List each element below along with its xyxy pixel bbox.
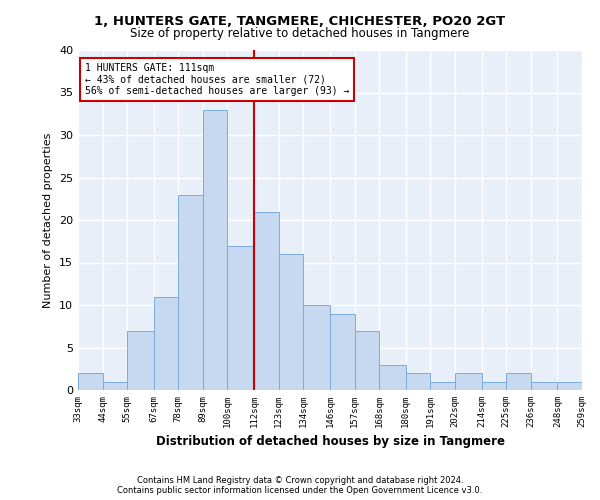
Bar [227,246,254,390]
Text: Contains HM Land Registry data © Crown copyright and database right 2024.: Contains HM Land Registry data © Crown c… [137,476,463,485]
Bar [455,373,482,390]
Bar [154,296,178,390]
Bar [379,364,406,390]
Bar [406,373,430,390]
Bar [279,254,303,390]
Bar [482,382,506,390]
Bar [127,330,154,390]
Bar [531,382,557,390]
Bar [103,382,127,390]
Text: Size of property relative to detached houses in Tangmere: Size of property relative to detached ho… [130,28,470,40]
Bar [506,373,531,390]
Bar [203,110,227,390]
X-axis label: Distribution of detached houses by size in Tangmere: Distribution of detached houses by size … [155,436,505,448]
Bar [557,382,582,390]
Bar [355,330,379,390]
Bar [178,194,203,390]
Bar [430,382,455,390]
Text: 1 HUNTERS GATE: 111sqm
← 43% of detached houses are smaller (72)
56% of semi-det: 1 HUNTERS GATE: 111sqm ← 43% of detached… [85,62,349,96]
Bar [254,212,279,390]
Text: 1, HUNTERS GATE, TANGMERE, CHICHESTER, PO20 2GT: 1, HUNTERS GATE, TANGMERE, CHICHESTER, P… [94,15,506,28]
Text: Contains public sector information licensed under the Open Government Licence v3: Contains public sector information licen… [118,486,482,495]
Y-axis label: Number of detached properties: Number of detached properties [43,132,53,308]
Bar [330,314,355,390]
Bar [78,373,103,390]
Bar [303,305,330,390]
